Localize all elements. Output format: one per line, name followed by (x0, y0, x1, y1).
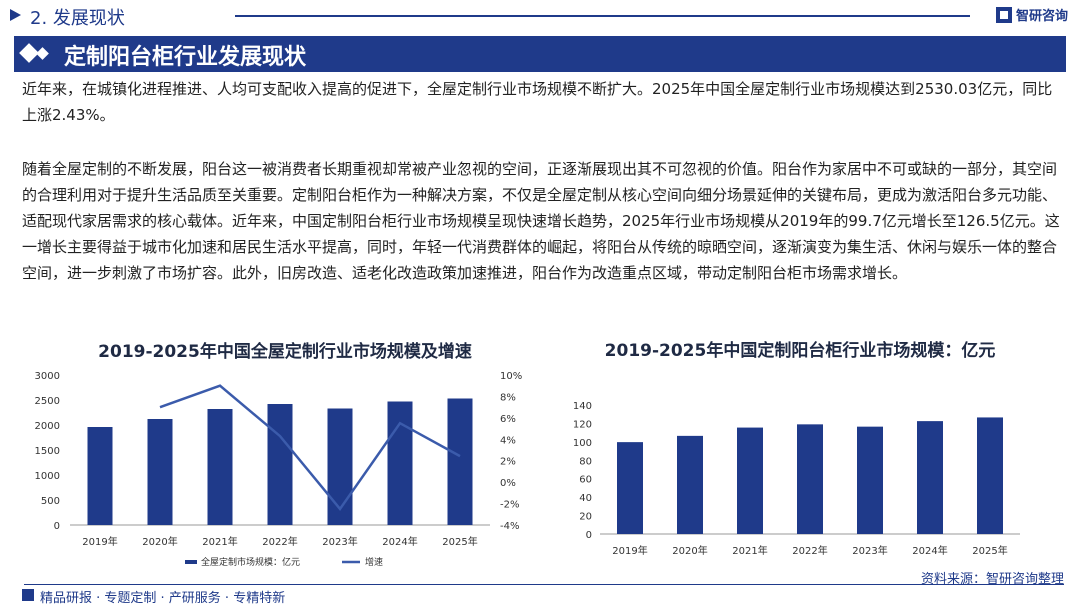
chart2-y-tick: 80 (579, 456, 592, 467)
body-paragraph: 随着全屋定制的不断发展，阳台这一被消费者长期重视却常被产业忽视的空间，正逐渐展现… (22, 160, 1060, 282)
chart1-bar (267, 404, 293, 525)
chart2-bar (797, 424, 823, 534)
chart1-category-label: 2019年 (82, 535, 117, 548)
chart1-title: 2019-2025年中国全屋定制行业市场规模及增速 (98, 342, 472, 362)
chart2-category-label: 2024年 (912, 544, 947, 557)
chart2-y-tick: 60 (579, 475, 592, 486)
chart1-right-tick: 8% (500, 392, 516, 403)
chart2-bar (917, 421, 943, 534)
diamond-small-icon (36, 47, 49, 60)
title-banner: 定制阳台柜行业发展现状 (14, 36, 1066, 72)
chart2-y-tick: 100 (573, 438, 592, 449)
top-bar: 2. 发展现状 智研咨询 (0, 0, 1080, 32)
logo-text: 智研咨询 (1015, 9, 1068, 24)
chart2-category-label: 2025年 (972, 544, 1007, 557)
chart2-category-label: 2023年 (852, 544, 887, 557)
chart1-bar (207, 409, 233, 525)
chart1-bar (387, 401, 413, 525)
footer-bar: 精品研报 · 专题定制 · 产研服务 · 专精特新 (0, 582, 1080, 607)
chart1-right-tick: -4% (500, 521, 519, 532)
chart1-category-label: 2020年 (142, 535, 177, 548)
chart2-bar (677, 435, 703, 534)
chart2-bar (617, 442, 643, 534)
footer-tagline: 精品研报 · 专题定制 · 产研服务 · 专精特新 (40, 591, 286, 606)
chart1-bar (87, 427, 113, 525)
chart2-bar-chart: 0 20 40 60 80 100 120 140 2019年 2020年 2021年 2022年 20… (573, 401, 1020, 557)
chart1-category-label: 2025年 (442, 535, 477, 548)
chart1-right-tick: 0% (500, 478, 516, 489)
chart1-left-tick: 2500 (35, 396, 60, 407)
chart2-y-tick: 140 (573, 401, 592, 412)
chart1-right-tick: 10% (500, 371, 522, 382)
chart1-right-tick: 6% (500, 414, 516, 425)
chart1-bar (147, 419, 173, 525)
chart2-category-label: 2022年 (792, 544, 827, 557)
chart2-category-label: 2019年 (612, 544, 647, 557)
chart1-category-label: 2024年 (382, 535, 417, 548)
logo-icon (995, 6, 1012, 23)
source-note: 资料来源：智研咨询整理 (920, 572, 1064, 587)
footer-divider (24, 584, 1064, 585)
section-marker-icon (10, 9, 21, 21)
chart1-legend-bar-label: 全屋定制市场规模：亿元 (201, 556, 300, 568)
footer-logo-icon (22, 589, 34, 601)
chart2-y-tick: 40 (579, 493, 592, 504)
chart1-right-tick: 2% (500, 457, 516, 468)
chart1-left-tick: 1500 (35, 446, 60, 457)
chart2-bar (857, 426, 883, 534)
chart1-left-tick: 2000 (35, 421, 60, 432)
chart2-y-tick: 20 (579, 512, 592, 523)
chart1-left-tick: 500 (41, 496, 60, 507)
chart1-bar (327, 408, 353, 525)
intro-paragraph: 近年来，在城镇化进程推进、人均可支配收入提高的促进下，全屋定制行业市场规模不断扩… (22, 80, 1053, 124)
chart1-bar (447, 398, 473, 525)
header-divider (235, 15, 970, 17)
chart1-legend-line-label: 增速 (365, 556, 383, 568)
chart2-category-label: 2020年 (672, 544, 707, 557)
chart2-bar (737, 427, 763, 534)
chart2-category-label: 2021年 (732, 544, 767, 557)
brand-logo: 智研咨询 (995, 5, 1068, 24)
chart1-left-tick: 0 (54, 521, 60, 532)
chart1-legend-bar-swatch (185, 560, 197, 564)
section-label: 2. 发展现状 (30, 8, 125, 29)
chart2-title: 2019-2025年中国定制阳台柜行业市场规模：亿元 (604, 341, 996, 361)
page-title: 定制阳台柜行业发展现状 (64, 45, 307, 70)
chart1-left-tick: 3000 (35, 371, 60, 382)
chart1-right-tick: -2% (500, 500, 519, 511)
chart2-bar (977, 417, 1003, 534)
chart1-category-label: 2023年 (322, 535, 357, 548)
chart1-combo-chart: 0 500 1000 1500 2000 2500 3000 -4% -2% 0% 2% 4% 6% 8%… (35, 371, 523, 568)
chart1-category-label: 2021年 (202, 535, 237, 548)
chart2-y-tick: 0 (586, 530, 592, 541)
chart1-left-tick: 1000 (35, 471, 60, 482)
chart1-growth-line (159, 384, 461, 511)
chart2-y-tick: 120 (573, 419, 592, 430)
chart1-right-tick: 4% (500, 435, 516, 446)
chart1-category-label: 2022年 (262, 535, 297, 548)
